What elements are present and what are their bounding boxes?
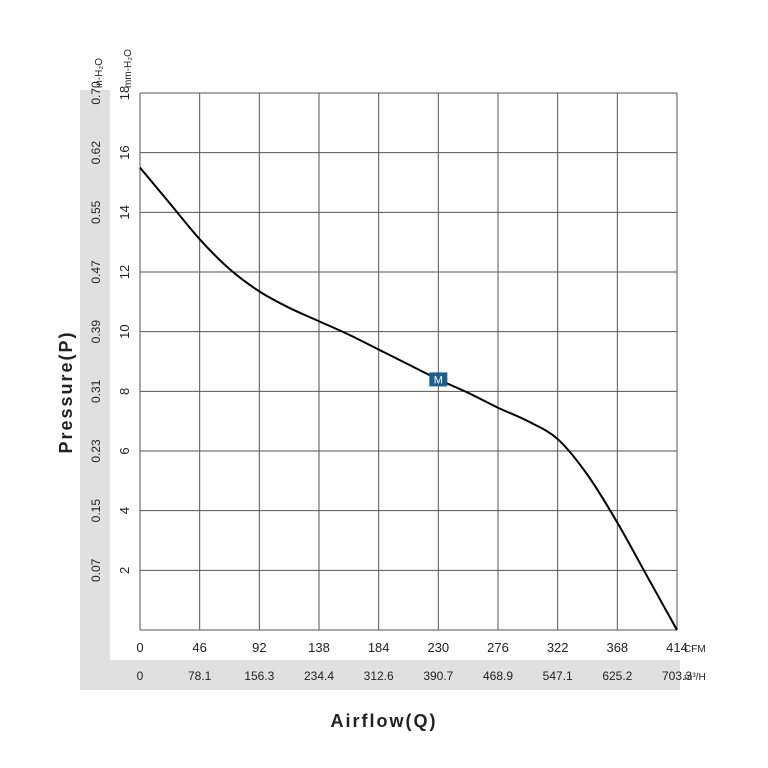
y-tick-label-in: 0.15 bbox=[89, 499, 103, 523]
marker-box bbox=[429, 372, 448, 387]
y-unit-secondary: in-H₂O bbox=[94, 58, 105, 88]
x-unit-primary: CFM bbox=[684, 644, 706, 655]
y-tick-label-in: 0.23 bbox=[89, 439, 103, 463]
y-tick-label-in: 0.55 bbox=[89, 200, 103, 224]
x-unit-secondary: m³/H bbox=[684, 672, 706, 683]
marker-label: M bbox=[434, 374, 443, 386]
x-tick-label-cfm: 92 bbox=[252, 640, 266, 655]
y-unit-primary: mm-H₂O bbox=[123, 49, 134, 88]
x-tick-label-m3h: 234.4 bbox=[304, 669, 334, 683]
x-tick-label-cfm: 184 bbox=[368, 640, 390, 655]
x-tick-label-m3h: 0 bbox=[137, 669, 144, 683]
x-tick-label-cfm: 0 bbox=[136, 640, 143, 655]
y-tick-label-in: 0.31 bbox=[89, 379, 103, 403]
x-tick-label-m3h: 312.6 bbox=[364, 669, 394, 683]
x-tick-label-m3h: 78.1 bbox=[188, 669, 212, 683]
y-tick-label-in: 0.47 bbox=[89, 260, 103, 284]
y-tick-label-in: 0.62 bbox=[89, 141, 103, 165]
x-tick-label-cfm: 414 bbox=[666, 640, 688, 655]
x-tick-label-m3h: 468.9 bbox=[483, 669, 513, 683]
y-tick-label-mm: 12 bbox=[117, 265, 132, 279]
left-axis-band bbox=[80, 90, 110, 660]
x-tick-label-cfm: 46 bbox=[192, 640, 206, 655]
y-tick-label-mm: 8 bbox=[117, 388, 132, 395]
y-tick-label-in: 0.39 bbox=[89, 320, 103, 344]
y-ticks-primary: 2 4 6 8 10 12 14 16 18 bbox=[117, 86, 132, 574]
y-tick-label-in: 0.07 bbox=[89, 558, 103, 582]
x-axis-title: Airflow(Q) bbox=[331, 711, 438, 731]
y-tick-label-mm: 14 bbox=[117, 205, 132, 219]
pressure-curve bbox=[139, 166, 678, 631]
y-tick-label-mm: 6 bbox=[117, 447, 132, 454]
x-ticks-secondary: 0 78.1 156.3 234.4 312.6 390.7 468.9 547.1 625.2… bbox=[137, 669, 693, 683]
y-tick-label-mm: 2 bbox=[117, 567, 132, 574]
y-tick-label-mm: 4 bbox=[117, 507, 132, 514]
y-tick-label-mm: 10 bbox=[117, 324, 132, 338]
y-tick-label-mm: 18 bbox=[117, 86, 132, 100]
x-tick-label-m3h: 625.2 bbox=[602, 669, 632, 683]
operating-point-marker: M bbox=[429, 372, 448, 387]
x-tick-label-cfm: 276 bbox=[487, 640, 509, 655]
x-ticks-primary: 0 46 92 138 184 230 276 322 368 414 bbox=[136, 640, 687, 655]
grid bbox=[139, 92, 678, 631]
bottom-axis-band bbox=[80, 660, 680, 690]
y-axis-title: Pressure(P) bbox=[56, 330, 76, 453]
x-tick-label-cfm: 322 bbox=[547, 640, 569, 655]
x-tick-label-cfm: 230 bbox=[427, 640, 449, 655]
x-tick-label-m3h: 703.3 bbox=[662, 669, 692, 683]
y-tick-label-in: 0.70 bbox=[89, 81, 103, 105]
y-ticks-secondary: 0.07 0.15 0.23 0.31 0.39 0.47 0.55 0.62 0.70 bbox=[89, 81, 103, 582]
x-tick-label-m3h: 547.1 bbox=[543, 669, 573, 683]
x-tick-label-cfm: 368 bbox=[606, 640, 628, 655]
x-tick-label-cfm: 138 bbox=[308, 640, 330, 655]
x-tick-label-m3h: 390.7 bbox=[423, 669, 453, 683]
y-tick-label-mm: 16 bbox=[117, 145, 132, 159]
x-tick-label-m3h: 156.3 bbox=[244, 669, 274, 683]
